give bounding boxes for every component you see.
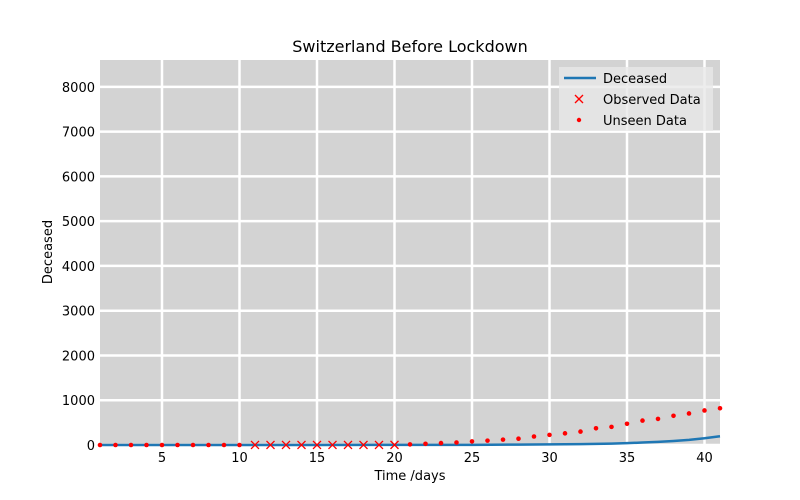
x-tick-label: 20	[386, 451, 403, 466]
x-tick-label: 25	[464, 451, 481, 466]
axis-ticks: 5 10 15 20 25 30 35 40 0 1000 2000 3000 4000 5000 6000…	[62, 81, 713, 466]
x-tick-label: 15	[309, 451, 326, 466]
unseen-data-point	[717, 405, 723, 411]
x-tick-label: 30	[541, 451, 558, 466]
unseen-data-point	[175, 442, 180, 448]
unseen-data-point	[640, 418, 645, 423]
unseen-data-point	[485, 438, 490, 443]
unseen-data-point	[624, 421, 630, 427]
y-tick-label: 2000	[62, 349, 95, 364]
chart-title: Switzerland Before Lockdown	[292, 37, 527, 56]
unseen-data-point	[206, 442, 211, 448]
observed-data-point	[266, 440, 275, 450]
unseen-data-point	[516, 436, 521, 441]
legend-label-observed: Observed Data	[603, 93, 701, 108]
unseen-data-point	[686, 411, 692, 416]
observed-data-point	[328, 440, 337, 450]
y-tick-label: 8000	[62, 81, 95, 96]
unseen-data-point	[221, 442, 227, 448]
unseen-data-point	[128, 442, 134, 448]
y-tick-label: 7000	[62, 126, 95, 141]
unseen-data-point	[159, 442, 165, 448]
unseen-data-point	[113, 442, 118, 448]
unseen-data-point	[423, 441, 428, 447]
legend-marker-observed	[574, 94, 584, 104]
observed-data-point	[359, 440, 368, 450]
unseen-data-point	[531, 434, 537, 439]
observed-data-point	[374, 440, 384, 450]
x-tick-label: 5	[158, 451, 166, 466]
x-axis-label: Time /days	[373, 469, 445, 484]
series-line-deceased	[100, 435, 721, 447]
unseen-data-point	[671, 413, 676, 419]
y-tick-label: 6000	[62, 170, 95, 185]
series-layer	[97, 405, 723, 450]
observed-data-point	[281, 440, 291, 450]
observed-data-point	[250, 440, 260, 450]
unseen-data-point	[562, 431, 568, 436]
legend-label-unseen: Unseen Data	[603, 114, 687, 129]
y-axis-label: Deceased	[41, 220, 56, 284]
observed-data-point	[297, 440, 306, 450]
y-tick-label: 3000	[62, 305, 95, 320]
unseen-data-point	[454, 440, 459, 445]
x-tick-label: 35	[619, 451, 636, 466]
x-tick-label: 10	[231, 451, 248, 466]
unseen-data-point	[609, 424, 614, 430]
x-tick-label: 40	[696, 451, 713, 466]
unseen-data-point	[578, 429, 583, 434]
legend-marker-unseen	[576, 117, 582, 123]
unseen-data-point	[500, 437, 506, 442]
observed-data-point	[390, 440, 399, 450]
legend: Deceased Observed Data Unseen Data	[559, 67, 713, 131]
unseen-data-point	[190, 442, 196, 448]
unseen-data-point	[702, 408, 707, 413]
observed-data-point	[343, 440, 353, 450]
unseen-data-point	[547, 432, 552, 438]
unseen-data-point	[593, 426, 599, 431]
y-tick-label: 1000	[62, 394, 95, 409]
y-tick-label: 4000	[62, 260, 95, 275]
unseen-data-point	[438, 440, 444, 446]
observed-data-point	[312, 440, 322, 450]
unseen-data-point	[144, 442, 149, 448]
y-tick-label: 5000	[62, 215, 95, 230]
unseen-data-point	[469, 439, 475, 444]
legend-label-deceased: Deceased	[603, 72, 667, 87]
unseen-data-point	[97, 442, 103, 448]
unseen-data-point	[237, 442, 242, 448]
unseen-data-point	[655, 416, 661, 422]
y-tick-label: 0	[87, 439, 95, 454]
unseen-data-point	[407, 442, 413, 447]
